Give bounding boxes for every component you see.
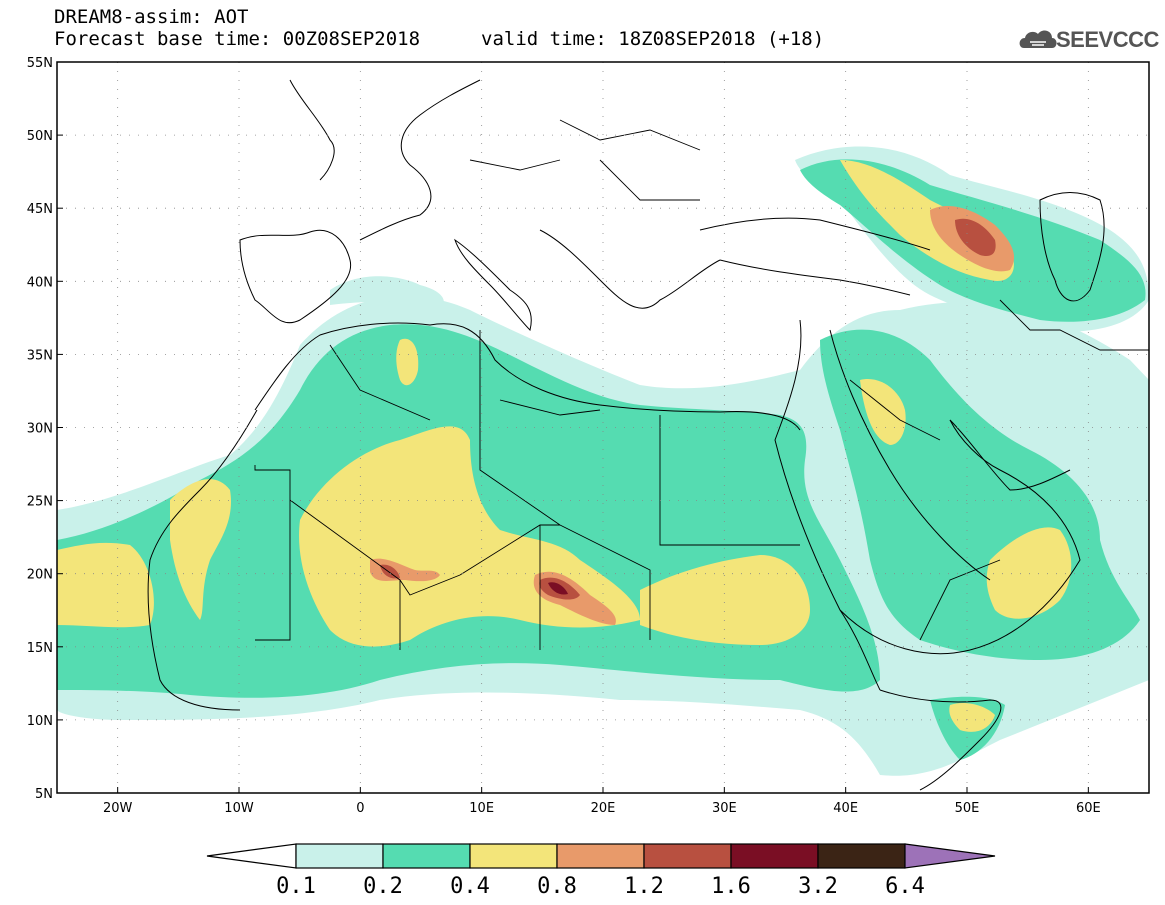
lon-tick-label: 50E [955,801,980,816]
colorbar-level-label: 1.6 [711,874,751,899]
lon-tick-label: 20W [103,801,133,816]
aot-contours [57,146,1149,776]
colorbar-level-label: 0.2 [363,874,403,899]
lon-tick-label: 40E [833,801,858,816]
colorbar-high-arrow [904,843,996,869]
lat-tick-label: 5N [35,787,53,802]
axis-ticks: 55N 50N 45N 40N 35N 30N 25N 20N 15N 10N 5N 20W 10W 0 1… [27,56,1101,816]
lon-tick-label: 10W [224,801,254,816]
lat-tick-label: 55N [27,56,53,71]
lon-tick-label: 0 [356,801,364,816]
lon-tick-label: 20E [591,801,616,816]
lat-tick-label: 25N [27,495,53,510]
colorbar-box-1.2 [643,843,732,869]
seevccc-logo [1019,30,1057,48]
cloud-icon [1019,30,1057,48]
colorbar-level-label: 0.4 [450,874,490,899]
lat-tick-label: 10N [27,714,53,729]
grid-lines [57,62,1149,793]
map-title: DREAM8-assim: AOT [54,6,249,28]
colorbar-box-0.1 [295,843,384,869]
colorbar-level-label: 1.2 [624,874,664,899]
lat-tick-label: 35N [27,348,53,363]
lat-tick-label: 40N [27,275,53,290]
lat-tick-label: 15N [27,641,53,656]
coastlines [147,79,1105,791]
colorbar-labels: 0.1 0.2 0.4 0.8 1.2 1.6 3.2 6.4 [276,874,925,899]
colorbar-box-0.8 [556,843,645,869]
colorbar-level-label: 6.4 [885,874,925,899]
valid-time: valid time: 18Z08SEP2018 (+18) [481,28,825,50]
country-borders [254,119,1149,650]
colorbar-low-arrow [206,843,297,869]
colorbar-box-1.6 [730,843,819,869]
colorbar-level-label: 0.1 [276,874,316,899]
forecast-base-time: Forecast base time: 00Z08SEP2018 [54,28,421,50]
lat-tick-label: 50N [27,129,53,144]
colorbar [206,843,996,869]
aot-level-1.6 [548,582,568,595]
lat-tick-label: 45N [27,202,53,217]
colorbar-level-label: 0.8 [537,874,577,899]
lat-tick-label: 30N [27,422,53,437]
colorbar-box-0.2 [382,843,471,869]
colorbar-box-0.4 [469,843,558,869]
lon-tick-label: 60E [1076,801,1101,816]
lat-tick-label: 20N [27,568,53,583]
aot-level-0.4 [57,160,1072,732]
logo-text: SEEVCCC [1056,27,1159,52]
lon-tick-label: 10E [469,801,494,816]
colorbar-box-3.2 [817,843,906,869]
lon-tick-label: 30E [712,801,737,816]
colorbar-level-label: 3.2 [798,874,838,899]
